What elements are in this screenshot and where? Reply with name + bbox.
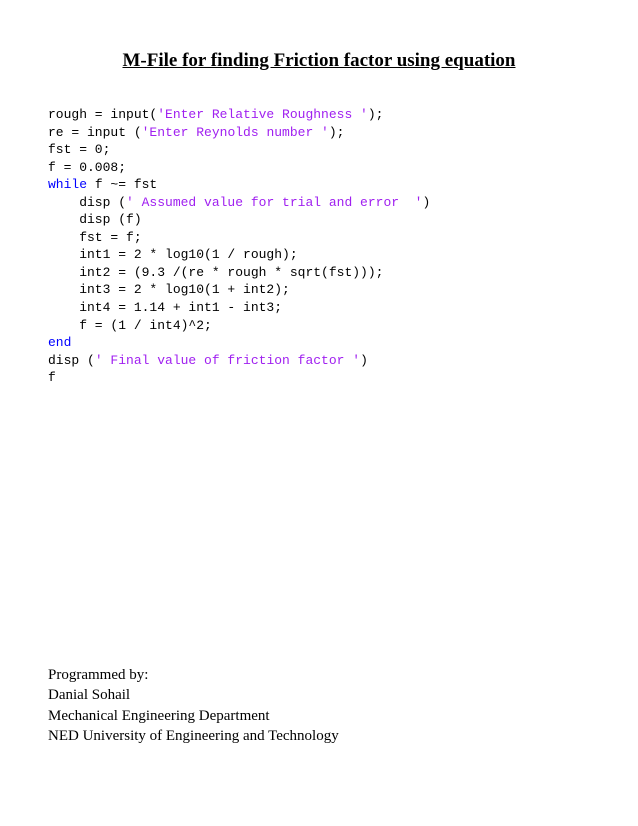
code-text: ); xyxy=(368,107,384,122)
code-text: f ~= fst xyxy=(87,177,157,192)
page: M-File for finding Friction factor using… xyxy=(0,0,638,826)
code-string: 'Enter Relative Roughness ' xyxy=(157,107,368,122)
code-line: int2 = (9.3 /(re * rough * sqrt(fst))); xyxy=(48,265,383,280)
page-title: M-File for finding Friction factor using… xyxy=(48,50,590,72)
footer: Programmed by: Danial Sohail Mechanical … xyxy=(48,665,339,746)
code-line: f = (1 / int4)^2; xyxy=(48,318,212,333)
code-line: disp (f) xyxy=(48,212,142,227)
footer-line: NED University of Engineering and Techno… xyxy=(48,726,339,746)
code-line: disp (' Assumed value for trial and erro… xyxy=(48,195,430,210)
code-line: disp (' Final value of friction factor '… xyxy=(48,353,368,368)
code-line: fst = 0; xyxy=(48,142,110,157)
code-keyword: while xyxy=(48,177,87,192)
code-line: int3 = 2 * log10(1 + int2); xyxy=(48,282,290,297)
footer-line: Programmed by: xyxy=(48,665,339,685)
code-text: ); xyxy=(329,125,345,140)
code-text: re = input ( xyxy=(48,125,142,140)
code-string: ' Assumed value for trial and error ' xyxy=(126,195,422,210)
code-string: ' Final value of friction factor ' xyxy=(95,353,360,368)
code-text: disp ( xyxy=(48,353,95,368)
code-line: f xyxy=(48,370,56,385)
code-string: 'Enter Reynolds number ' xyxy=(142,125,329,140)
footer-line: Mechanical Engineering Department xyxy=(48,706,339,726)
footer-line: Danial Sohail xyxy=(48,685,339,705)
code-text: ) xyxy=(360,353,368,368)
code-keyword: end xyxy=(48,335,71,350)
code-text: rough = input( xyxy=(48,107,157,122)
code-line: int1 = 2 * log10(1 / rough); xyxy=(48,247,298,262)
code-line: while f ~= fst xyxy=(48,177,157,192)
code-line: fst = f; xyxy=(48,230,142,245)
code-line: int4 = 1.14 + int1 - int3; xyxy=(48,300,282,315)
code-line: rough = input('Enter Relative Roughness … xyxy=(48,107,383,122)
code-line: re = input ('Enter Reynolds number '); xyxy=(48,125,344,140)
code-line: f = 0.008; xyxy=(48,160,126,175)
code-block: rough = input('Enter Relative Roughness … xyxy=(48,106,590,387)
code-text: disp ( xyxy=(48,195,126,210)
code-text: ) xyxy=(422,195,430,210)
